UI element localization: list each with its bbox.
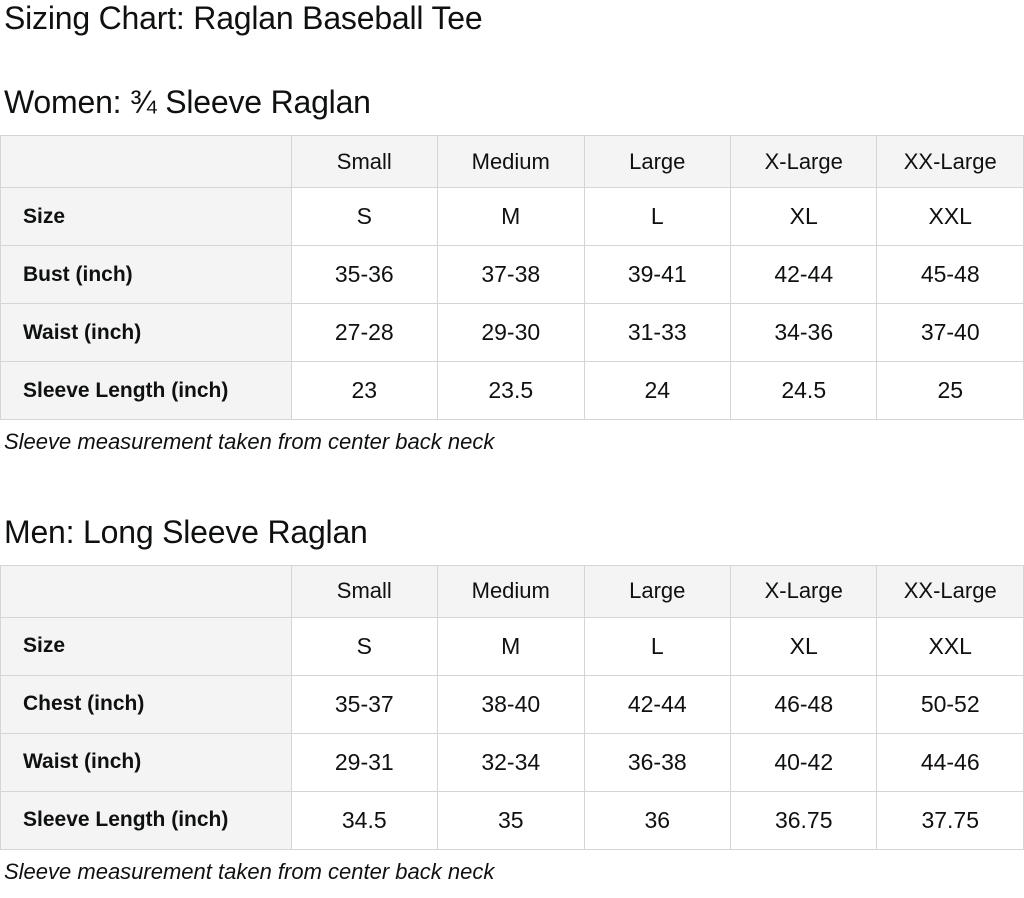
- men-chest-xx-large: 50-52: [876, 674, 1024, 734]
- women-bust-small: 35-36: [290, 245, 439, 305]
- men-waist-xx-large: 44-46: [876, 732, 1024, 792]
- men-size-xxl: XXL: [876, 616, 1024, 676]
- women-waist-x-large: 34-36: [729, 303, 878, 363]
- men-row-sleeve-length: Sleeve Length (inch) 34.5 35 36 36.75 37…: [0, 790, 1024, 850]
- men-sleeve-x-large: 36.75: [729, 790, 878, 850]
- men-row-chest: Chest (inch) 35-37 38-40 42-44 46-48 50-…: [0, 674, 1024, 734]
- men-sleeve-small: 34.5: [290, 790, 439, 850]
- women-row-sleeve-length: Sleeve Length (inch) 23 23.5 24 24.5 25: [0, 361, 1024, 421]
- men-row-label-chest: Chest (inch): [0, 674, 292, 734]
- men-column-header-small: Small: [290, 564, 439, 618]
- women-column-header-medium: Medium: [437, 135, 585, 189]
- men-table-header-row: Small Medium Large X-Large XX-Large: [0, 564, 1024, 618]
- men-waist-medium: 32-34: [437, 732, 585, 792]
- women-row-label-size: Size: [0, 187, 292, 247]
- men-sleeve-medium: 35: [437, 790, 585, 850]
- women-sizing-table: Small Medium Large X-Large XX-Large Size…: [0, 135, 1024, 421]
- men-column-header-large: Large: [583, 564, 731, 618]
- men-waist-small: 29-31: [290, 732, 439, 792]
- men-row-label-sleeve-length: Sleeve Length (inch): [0, 790, 292, 850]
- men-row-label-waist: Waist (inch): [0, 732, 292, 792]
- women-row-label-bust: Bust (inch): [0, 245, 292, 305]
- men-chest-large: 42-44: [583, 674, 731, 734]
- women-column-header-large: Large: [583, 135, 731, 189]
- men-waist-large: 36-38: [583, 732, 731, 792]
- women-size-xxl: XXL: [876, 187, 1024, 247]
- women-row-label-waist: Waist (inch): [0, 303, 292, 363]
- men-column-header-medium: Medium: [437, 564, 585, 618]
- men-corner-cell: [0, 564, 292, 618]
- men-size-xl: XL: [729, 616, 878, 676]
- women-bust-medium: 37-38: [437, 245, 585, 305]
- women-size-s: S: [290, 187, 439, 247]
- women-row-bust: Bust (inch) 35-36 37-38 39-41 42-44 45-4…: [0, 245, 1024, 305]
- men-chest-small: 35-37: [290, 674, 439, 734]
- men-sleeve-xx-large: 37.75: [876, 790, 1024, 850]
- men-column-header-x-large: X-Large: [729, 564, 878, 618]
- women-waist-xx-large: 37-40: [876, 303, 1024, 363]
- men-size-l: L: [583, 616, 731, 676]
- women-table-header-row: Small Medium Large X-Large XX-Large: [0, 135, 1024, 189]
- men-section-heading: Men: Long Sleeve Raglan: [4, 513, 368, 550]
- women-column-header-x-large: X-Large: [729, 135, 878, 189]
- women-sleeve-xx-large: 25: [876, 361, 1024, 421]
- women-row-waist: Waist (inch) 27-28 29-30 31-33 34-36 37-…: [0, 303, 1024, 363]
- men-column-header-xx-large: XX-Large: [876, 564, 1024, 618]
- men-sleeve-large: 36: [583, 790, 731, 850]
- women-corner-cell: [0, 135, 292, 189]
- women-sleeve-medium: 23.5: [437, 361, 585, 421]
- women-section-heading: Women: ¾ Sleeve Raglan: [4, 84, 371, 121]
- women-table-note: Sleeve measurement taken from center bac…: [4, 429, 495, 455]
- men-table-note: Sleeve measurement taken from center bac…: [4, 858, 495, 884]
- women-waist-small: 27-28: [290, 303, 439, 363]
- women-sleeve-large: 24: [583, 361, 731, 421]
- men-waist-x-large: 40-42: [729, 732, 878, 792]
- women-bust-large: 39-41: [583, 245, 731, 305]
- page-title: Sizing Chart: Raglan Baseball Tee: [4, 0, 483, 36]
- women-bust-xx-large: 45-48: [876, 245, 1024, 305]
- men-size-s: S: [290, 616, 439, 676]
- women-waist-medium: 29-30: [437, 303, 585, 363]
- women-row-label-sleeve-length: Sleeve Length (inch): [0, 361, 292, 421]
- women-size-l: L: [583, 187, 731, 247]
- women-bust-x-large: 42-44: [729, 245, 878, 305]
- women-column-header-small: Small: [290, 135, 439, 189]
- men-row-size: Size S M L XL XXL: [0, 616, 1024, 676]
- women-sleeve-small: 23: [290, 361, 439, 421]
- women-waist-large: 31-33: [583, 303, 731, 363]
- women-column-header-xx-large: XX-Large: [876, 135, 1024, 189]
- men-sizing-table: Small Medium Large X-Large XX-Large Size…: [0, 564, 1024, 850]
- women-row-size: Size S M L XL XXL: [0, 187, 1024, 247]
- women-size-m: M: [437, 187, 585, 247]
- men-row-waist: Waist (inch) 29-31 32-34 36-38 40-42 44-…: [0, 732, 1024, 792]
- men-row-label-size: Size: [0, 616, 292, 676]
- men-chest-medium: 38-40: [437, 674, 585, 734]
- women-sleeve-x-large: 24.5: [729, 361, 878, 421]
- women-size-xl: XL: [729, 187, 878, 247]
- men-chest-x-large: 46-48: [729, 674, 878, 734]
- men-size-m: M: [437, 616, 585, 676]
